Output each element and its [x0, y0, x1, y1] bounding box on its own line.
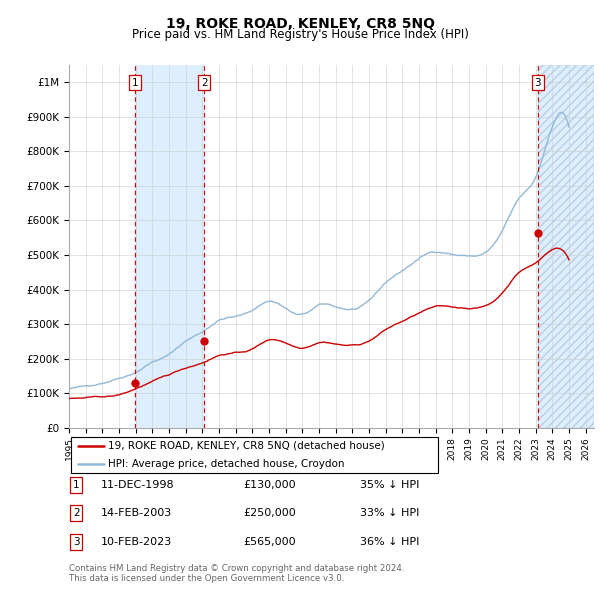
Text: 11-DEC-1998: 11-DEC-1998	[101, 480, 175, 490]
Text: 10-FEB-2023: 10-FEB-2023	[101, 537, 172, 546]
Text: 3: 3	[73, 537, 80, 546]
Bar	[538, 65, 594, 428]
Text: 1: 1	[131, 78, 138, 87]
Text: 14-FEB-2003: 14-FEB-2003	[101, 509, 172, 518]
FancyBboxPatch shape	[71, 437, 439, 473]
Text: 2: 2	[73, 509, 80, 518]
Bar	[538, 65, 594, 428]
Text: £250,000: £250,000	[243, 509, 296, 518]
Text: 3: 3	[535, 78, 541, 87]
Text: Contains HM Land Registry data © Crown copyright and database right 2024.
This d: Contains HM Land Registry data © Crown c…	[69, 563, 404, 583]
Text: 2: 2	[201, 78, 208, 87]
Text: HPI: Average price, detached house, Croydon: HPI: Average price, detached house, Croy…	[108, 459, 344, 469]
Text: 1: 1	[73, 480, 80, 490]
Text: 33% ↓ HPI: 33% ↓ HPI	[360, 509, 419, 518]
Text: £565,000: £565,000	[243, 537, 296, 546]
Text: 36% ↓ HPI: 36% ↓ HPI	[360, 537, 419, 546]
Text: £130,000: £130,000	[243, 480, 296, 490]
Bar	[134, 65, 205, 428]
Text: 19, ROKE ROAD, KENLEY, CR8 5NQ: 19, ROKE ROAD, KENLEY, CR8 5NQ	[166, 17, 434, 31]
Text: Price paid vs. HM Land Registry's House Price Index (HPI): Price paid vs. HM Land Registry's House …	[131, 28, 469, 41]
Text: 19, ROKE ROAD, KENLEY, CR8 5NQ (detached house): 19, ROKE ROAD, KENLEY, CR8 5NQ (detached…	[108, 441, 385, 451]
Text: 35% ↓ HPI: 35% ↓ HPI	[360, 480, 419, 490]
